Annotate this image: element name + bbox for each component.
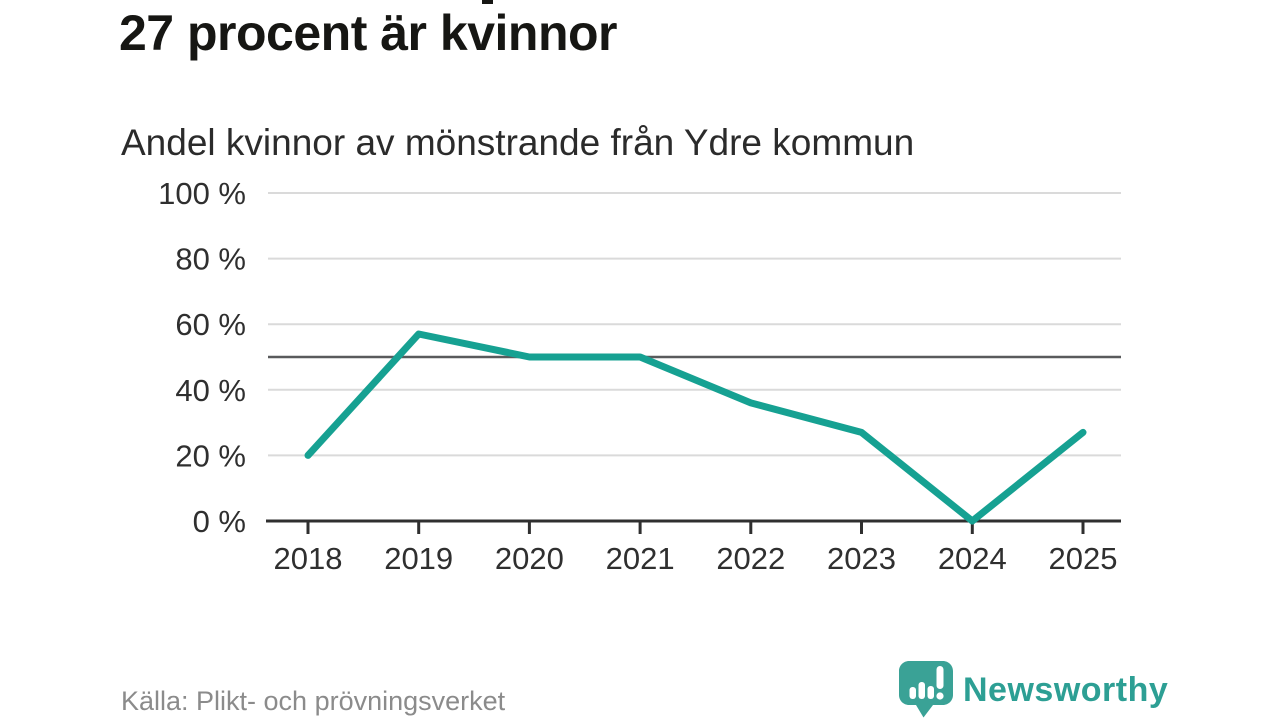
- newsworthy-wordmark: Newsworthy: [963, 671, 1169, 709]
- y-tick-label: 60 %: [175, 307, 246, 342]
- speech-bubble-shape: [899, 661, 953, 718]
- x-tick-label: 2019: [384, 541, 453, 576]
- chart-subtitle: Andel kvinnor av mönstrande från Ydre ko…: [121, 122, 915, 163]
- x-tick-label: 2024: [938, 541, 1007, 576]
- x-tick-label: 2025: [1049, 541, 1118, 576]
- exclamation-bar: [936, 666, 944, 689]
- x-tick-label: 2023: [827, 541, 896, 576]
- data-line: [304, 330, 1087, 525]
- source-label: Källa: Plikt- och prövningsverket: [121, 686, 506, 716]
- bar-chart-bar-medium: [927, 686, 934, 699]
- x-tick-label: 2020: [495, 541, 564, 576]
- y-tick-label: 20 %: [175, 438, 246, 473]
- x-tick-label: 2018: [274, 541, 343, 576]
- bar-chart-bar-small: [909, 687, 916, 699]
- chart-title: 27 procent är kvinnor: [119, 5, 618, 61]
- exclamation-dot: [936, 692, 944, 700]
- y-tick-label: 0 %: [193, 504, 246, 539]
- x-tick-label: 2021: [606, 541, 675, 576]
- bar-chart-bar-tall: [918, 682, 925, 699]
- newsworthy-logo-icon: [899, 661, 953, 718]
- y-tick-label: 100 %: [158, 176, 246, 211]
- y-tick-label: 40 %: [175, 373, 246, 408]
- x-tick-label: 2022: [716, 541, 785, 576]
- y-tick-label: 80 %: [175, 242, 246, 277]
- cropped-content-artifact: [482, 0, 493, 4]
